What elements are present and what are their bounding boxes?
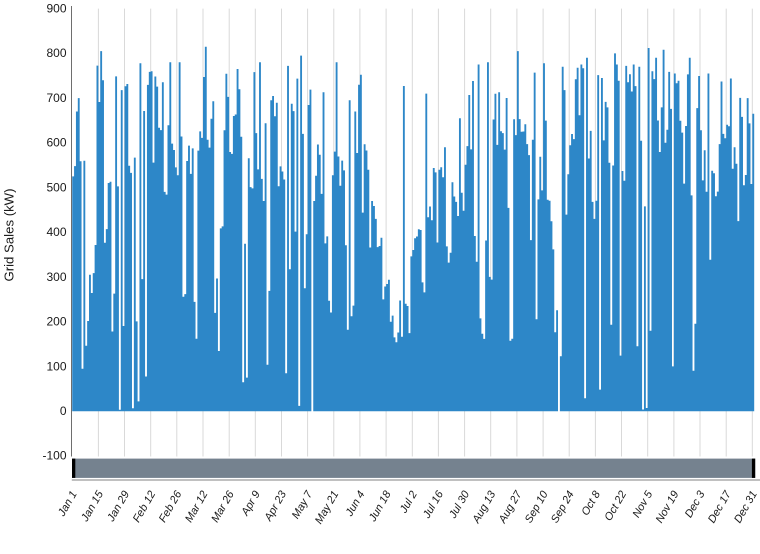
svg-text:700: 700 — [46, 91, 66, 105]
svg-text:100: 100 — [46, 359, 66, 373]
svg-text:600: 600 — [46, 136, 66, 150]
svg-text:Grid Sales (kW): Grid Sales (kW) — [2, 188, 17, 281]
svg-text:500: 500 — [46, 180, 66, 194]
svg-text:400: 400 — [46, 225, 66, 239]
svg-text:200: 200 — [46, 315, 66, 329]
svg-text:300: 300 — [46, 270, 66, 284]
svg-text:900: 900 — [46, 1, 66, 15]
svg-text:800: 800 — [46, 46, 66, 60]
svg-text:-100: -100 — [42, 449, 66, 463]
svg-text:0: 0 — [60, 404, 67, 418]
